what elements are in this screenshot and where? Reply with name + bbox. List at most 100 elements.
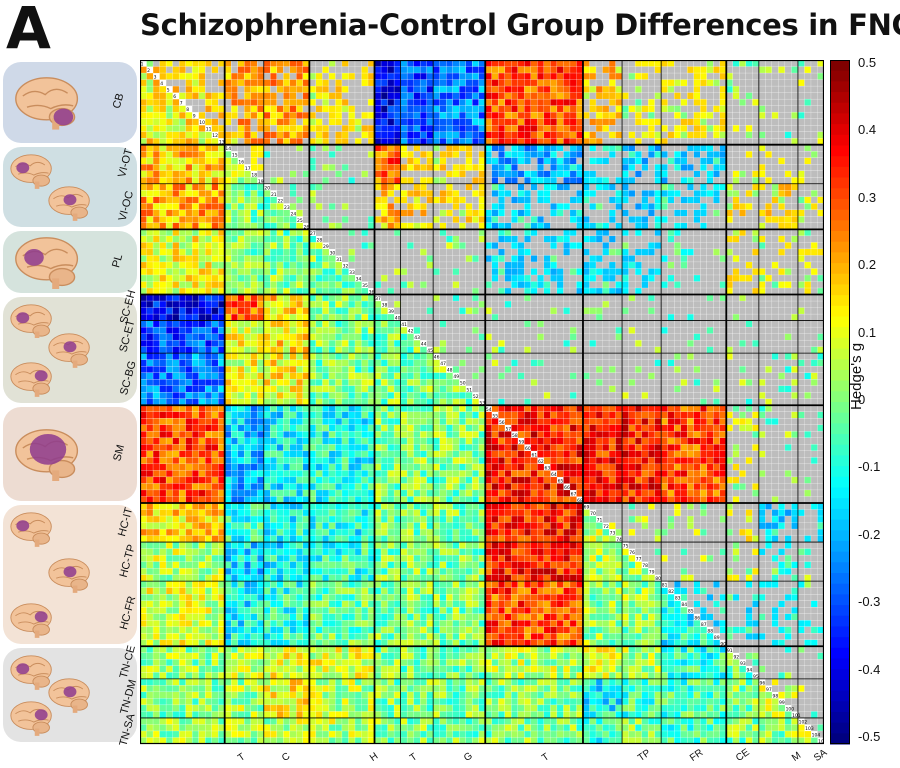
matrix-cell <box>309 242 317 250</box>
matrix-cell <box>446 326 453 334</box>
matrix-cell <box>595 118 603 126</box>
matrix-cell <box>270 92 278 100</box>
matrix-cell <box>178 300 186 308</box>
matrix-cell <box>152 320 160 328</box>
matrix-cell <box>244 242 252 250</box>
matrix-cell <box>446 300 453 308</box>
matrix-cell <box>628 157 636 165</box>
matrix-cell <box>700 353 708 360</box>
matrix-cell <box>758 268 766 276</box>
matrix-cell <box>602 326 610 334</box>
matrix-cell <box>341 248 349 256</box>
matrix-cell <box>693 300 701 308</box>
matrix-cell <box>419 125 427 132</box>
matrix-cell <box>745 359 753 367</box>
matrix-cell <box>231 359 238 367</box>
matrix-cell <box>504 333 512 341</box>
matrix-cell <box>224 118 232 126</box>
matrix-cell <box>771 170 779 178</box>
matrix-cell <box>159 274 167 282</box>
matrix-cell <box>283 359 291 367</box>
matrix-cell <box>758 346 766 354</box>
matrix-cell <box>745 98 753 106</box>
matrix-cell <box>726 125 734 132</box>
matrix-cell <box>224 346 232 354</box>
matrix-cell <box>661 92 668 100</box>
matrix-cell <box>485 294 493 302</box>
matrix-cell <box>556 66 564 74</box>
matrix-cell <box>315 261 323 269</box>
matrix-cell <box>198 320 206 328</box>
matrix-cell <box>745 118 753 126</box>
matrix-cell <box>172 300 180 308</box>
matrix-cell <box>211 255 219 263</box>
matrix-cell <box>615 339 623 347</box>
matrix-cell <box>244 261 252 269</box>
matrix-cell <box>237 366 245 373</box>
domain-label-tn-sa: TN-SA <box>117 712 138 748</box>
matrix-cell <box>511 339 519 347</box>
matrix-cell <box>543 164 551 172</box>
matrix-cell <box>524 79 532 87</box>
matrix-cell <box>804 300 812 308</box>
matrix-cell <box>452 242 460 250</box>
domain-label-cb: CB <box>110 92 127 111</box>
matrix-cell <box>804 190 812 198</box>
matrix-cell <box>485 144 493 152</box>
matrix-cell <box>257 235 265 243</box>
matrix-cell <box>250 203 258 211</box>
matrix-cell <box>165 183 173 191</box>
matrix-cell <box>185 255 193 263</box>
matrix-cell <box>752 111 760 119</box>
matrix-cell <box>667 164 675 172</box>
matrix-cell <box>211 248 219 256</box>
matrix-cell <box>289 105 297 113</box>
matrix-cell <box>465 190 473 198</box>
matrix-cell <box>569 242 577 250</box>
matrix-cell <box>511 190 519 198</box>
matrix-cell <box>765 72 773 80</box>
matrix-cell <box>439 79 447 87</box>
matrix-cell <box>563 261 571 269</box>
matrix-cell <box>641 242 649 250</box>
matrix-cell <box>419 209 427 217</box>
matrix-cell <box>739 339 747 347</box>
matrix-cell <box>322 203 330 211</box>
matrix-cell <box>296 144 304 152</box>
matrix-cell <box>498 235 506 243</box>
matrix-cell <box>459 313 466 321</box>
matrix-cell <box>700 183 708 191</box>
matrix-cell <box>309 294 317 302</box>
matrix-cell <box>224 294 232 302</box>
matrix-cell <box>433 196 440 204</box>
matrix-cell <box>693 359 701 367</box>
matrix-cell <box>309 183 317 191</box>
matrix-cell <box>244 294 252 302</box>
matrix-cell <box>191 164 199 172</box>
matrix-cell <box>797 183 805 191</box>
matrix-cell <box>602 333 610 341</box>
matrix-cell <box>498 209 506 217</box>
matrix-cell <box>289 339 297 347</box>
matrix-cell <box>810 326 818 334</box>
matrix-cell <box>296 111 304 119</box>
matrix-cell <box>400 366 408 373</box>
matrix-cell <box>517 274 525 282</box>
matrix-cell <box>654 118 662 126</box>
matrix-cell <box>172 307 180 315</box>
matrix-cell <box>283 248 291 256</box>
matrix-cell <box>647 274 655 282</box>
matrix-cell <box>328 235 336 243</box>
matrix-cell <box>713 300 721 308</box>
matrix-cell <box>563 294 571 302</box>
matrix-cell <box>237 209 245 217</box>
matrix-cell <box>361 242 369 250</box>
matrix-cell <box>263 268 271 276</box>
matrix-cell <box>283 105 291 113</box>
matrix-cell <box>400 203 408 211</box>
matrix-cell <box>615 164 623 172</box>
matrix-cell <box>745 339 753 347</box>
matrix-cell <box>778 92 786 100</box>
matrix-cell <box>771 209 779 217</box>
matrix-cell <box>810 313 818 321</box>
